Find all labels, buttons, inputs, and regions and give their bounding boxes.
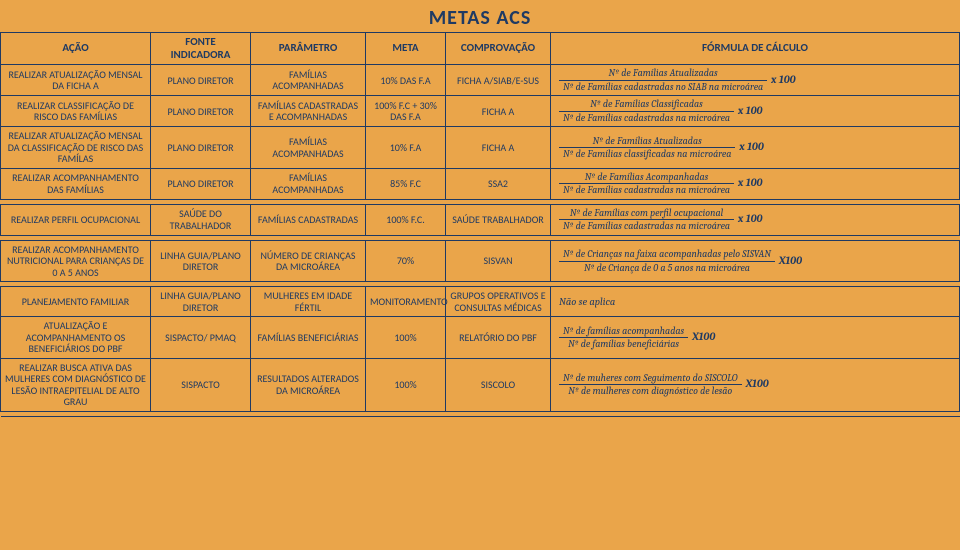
table-cell: 10% F.A — [366, 127, 446, 169]
formula-cell: Nº de Famílias AcompanhadasNº de Família… — [551, 168, 960, 199]
table-cell: FAMÍLIAS CADASTRADAS — [251, 204, 366, 235]
table-cell: FAMÍLIAS BENEFICIÁRIAS — [251, 317, 366, 359]
table-cell: RESULTADOS ALTERADOS DA MICROÁREA — [251, 358, 366, 411]
table-row: REALIZAR ACOMPANHAMENTO NUTRICIONAL PARA… — [1, 240, 960, 282]
formula-cell: Não se aplica — [551, 287, 960, 317]
table-cell: SAÚDE TRABALHADOR — [446, 204, 551, 235]
table-cell: REALIZAR ATUALIZAÇÃO MENSAL DA FICHA A — [1, 65, 151, 96]
table-cell: SISPACTO/ PMAQ — [151, 317, 251, 359]
table-cell: LINHA GUIA/PLANO DIRETOR — [151, 240, 251, 282]
col-acao: AÇÃO — [1, 33, 151, 65]
table-cell: 100% F.C. — [366, 204, 446, 235]
formula-cell: Nº de muheres com Seguimento do SISCOLON… — [551, 358, 960, 411]
table-cell: SISPACTO — [151, 358, 251, 411]
table-cell: 10% DAS F.A — [366, 65, 446, 96]
table-cell: FICHA A — [446, 127, 551, 169]
table-cell: SISCOLO — [446, 358, 551, 411]
table-cell: NÚMERO DE CRIANÇAS DA MICROÁREA — [251, 240, 366, 282]
formula-cell: Nº de Famílias ClassificadasNº de Famíli… — [551, 96, 960, 127]
table-cell: REALIZAR ACOMPANHAMENTO DAS FAMÍLIAS — [1, 168, 151, 199]
table-cell: SSA2 — [446, 168, 551, 199]
table-cell: REALIZAR CLASSIFICAÇÃO DE RISCO DAS FAMÍ… — [1, 96, 151, 127]
col-comprovacao: COMPROVAÇÃO — [446, 33, 551, 65]
table-row: REALIZAR ACOMPANHAMENTO DAS FAMÍLIASPLAN… — [1, 168, 960, 199]
col-fonte: FONTE INDICADORA — [151, 33, 251, 65]
table-cell: 100% F.C + 30% DAS F.A — [366, 96, 446, 127]
table-cell: 100% — [366, 317, 446, 359]
table-row: REALIZAR PERFIL OCUPACIONALSAÚDE DO TRAB… — [1, 204, 960, 235]
table-row: REALIZAR BUSCA ATIVA DAS MULHERES COM DI… — [1, 358, 960, 411]
table-cell: FICHA A/SIAB/E-SUS — [446, 65, 551, 96]
table-row: REALIZAR ATUALIZAÇÃO MENSAL DA FICHA APL… — [1, 65, 960, 96]
table-cell: REALIZAR ATUALIZAÇÃO MENSAL DA CLASSIFIC… — [1, 127, 151, 169]
table-header-row: AÇÃO FONTE INDICADORA PARÂMETRO META COM… — [1, 33, 960, 65]
table-cell: RELATÓRIO DO PBF — [446, 317, 551, 359]
table-cell: PLANO DIRETOR — [151, 168, 251, 199]
table-row: REALIZAR CLASSIFICAÇÃO DE RISCO DAS FAMÍ… — [1, 96, 960, 127]
table-cell: MULHERES EM IDADE FÉRTIL — [251, 287, 366, 317]
table-cell: REALIZAR BUSCA ATIVA DAS MULHERES COM DI… — [1, 358, 151, 411]
table-cell: FICHA A — [446, 96, 551, 127]
table-cell: 70% — [366, 240, 446, 282]
table-cell: PLANO DIRETOR — [151, 65, 251, 96]
table-cell: PLANEJAMENTO FAMILIAR — [1, 287, 151, 317]
formula-cell: Nº de Famílias AtualizadasNº de Famílias… — [551, 65, 960, 96]
table-cell: PLANO DIRETOR — [151, 127, 251, 169]
metas-table: AÇÃO FONTE INDICADORA PARÂMETRO META COM… — [0, 32, 960, 417]
table-cell: REALIZAR PERFIL OCUPACIONAL — [1, 204, 151, 235]
table-row: PLANEJAMENTO FAMILIARLINHA GUIA/PLANO DI… — [1, 287, 960, 317]
page-title: METAS ACS — [0, 0, 960, 32]
table-cell: SISVAN — [446, 240, 551, 282]
formula-cell: Nº de Famílias com perfil ocupacionalNº … — [551, 204, 960, 235]
table-row: REALIZAR ATUALIZAÇÃO MENSAL DA CLASSIFIC… — [1, 127, 960, 169]
table-cell: FAMÍLIAS ACOMPANHADAS — [251, 65, 366, 96]
table-cell: LINHA GUIA/PLANO DIRETOR — [151, 287, 251, 317]
table-cell: MONITORAMENTO — [366, 287, 446, 317]
table-row: ATUALIZAÇÃO E ACOMPANHAMENTO OS BENEFICI… — [1, 317, 960, 359]
table-cell: FAMÍLIAS ACOMPANHADAS — [251, 127, 366, 169]
formula-cell: Nº de Famílias AtualizadasNº de Famílias… — [551, 127, 960, 169]
col-formula: FÓRMULA DE CÁLCULO — [551, 33, 960, 65]
table-cell: FAMÍLIAS CADASTRADAS E ACOMPANHADAS — [251, 96, 366, 127]
col-parametro: PARÂMETRO — [251, 33, 366, 65]
formula-cell: Nº de famílias acompanhadasNº de família… — [551, 317, 960, 359]
table-cell: ATUALIZAÇÃO E ACOMPANHAMENTO OS BENEFICI… — [1, 317, 151, 359]
table-cell: GRUPOS OPERATIVOS E CONSULTAS MÉDICAS — [446, 287, 551, 317]
table-cell: PLANO DIRETOR — [151, 96, 251, 127]
table-cell: FAMÍLIAS ACOMPANHADAS — [251, 168, 366, 199]
formula-cell: Nº de Crianças na faixa acompanhadas pel… — [551, 240, 960, 282]
col-meta: META — [366, 33, 446, 65]
table-cell: 100% — [366, 358, 446, 411]
table-cell: REALIZAR ACOMPANHAMENTO NUTRICIONAL PARA… — [1, 240, 151, 282]
table-cell: 85% F.C — [366, 168, 446, 199]
separator-row — [1, 411, 960, 416]
table-cell: SAÚDE DO TRABALHADOR — [151, 204, 251, 235]
